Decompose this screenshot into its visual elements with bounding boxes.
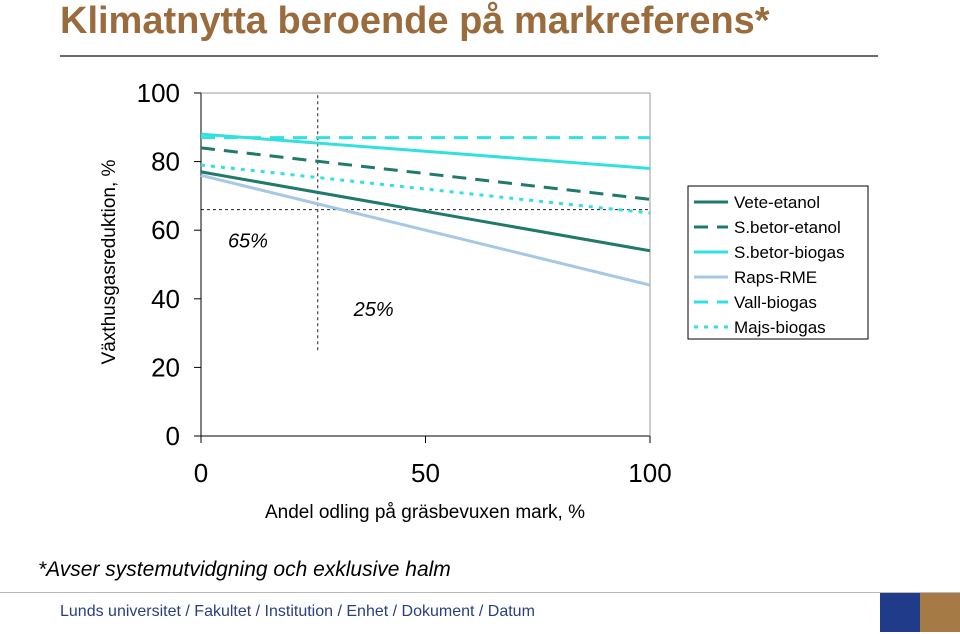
x-tick-label: 100 bbox=[628, 458, 671, 488]
legend-label-6: Majs-biogas bbox=[734, 318, 826, 337]
y-tick-label: 60 bbox=[151, 215, 180, 245]
chart: 0 20 40 60 80 100 0 50 100 Andel odling på gräsbe… bbox=[99, 78, 869, 523]
y-tick-label: 100 bbox=[137, 78, 180, 108]
series-line-3 bbox=[200, 132, 651, 170]
series-line-4 bbox=[200, 173, 651, 287]
y-tick-label: 80 bbox=[151, 147, 180, 177]
footer-block-brown bbox=[920, 593, 960, 632]
annotation-label-2: 25% bbox=[353, 299, 394, 321]
series-line-6 bbox=[200, 163, 651, 215]
footer-divider bbox=[0, 592, 960, 593]
legend-label-3: S.betor-biogas bbox=[734, 243, 845, 262]
y-tick-label: 20 bbox=[151, 352, 180, 382]
series-line-1 bbox=[200, 170, 651, 253]
annotation-label-1: 65% bbox=[228, 230, 268, 252]
legend-label-5: Vall-biogas bbox=[734, 293, 817, 312]
page-title: Klimatnytta beroende på markreferens* bbox=[60, 0, 770, 42]
series-line-2 bbox=[200, 146, 651, 201]
x-axis-label: Andel odling på gräsbevuxen mark, % bbox=[265, 502, 585, 523]
legend-box bbox=[687, 185, 869, 340]
y-tick-label: 0 bbox=[166, 421, 180, 451]
footer-block-blue bbox=[880, 593, 920, 632]
legend-label-1: Vete-etanol bbox=[734, 193, 820, 212]
footnote: *Avser systemutvidgning och exklusive ha… bbox=[38, 558, 451, 581]
x-tick-label: 0 bbox=[194, 458, 208, 488]
x-tick-label: 50 bbox=[411, 458, 440, 488]
footer-text: Lunds universitet / Fakultet / Instituti… bbox=[60, 603, 535, 620]
y-axis-label: Växthusgasreduktion, % bbox=[99, 159, 120, 364]
legend-label-4: Raps-RME bbox=[734, 268, 817, 287]
legend-label-2: S.betor-etanol bbox=[734, 218, 841, 237]
y-tick-label: 40 bbox=[151, 284, 180, 314]
title-rule bbox=[60, 55, 878, 57]
